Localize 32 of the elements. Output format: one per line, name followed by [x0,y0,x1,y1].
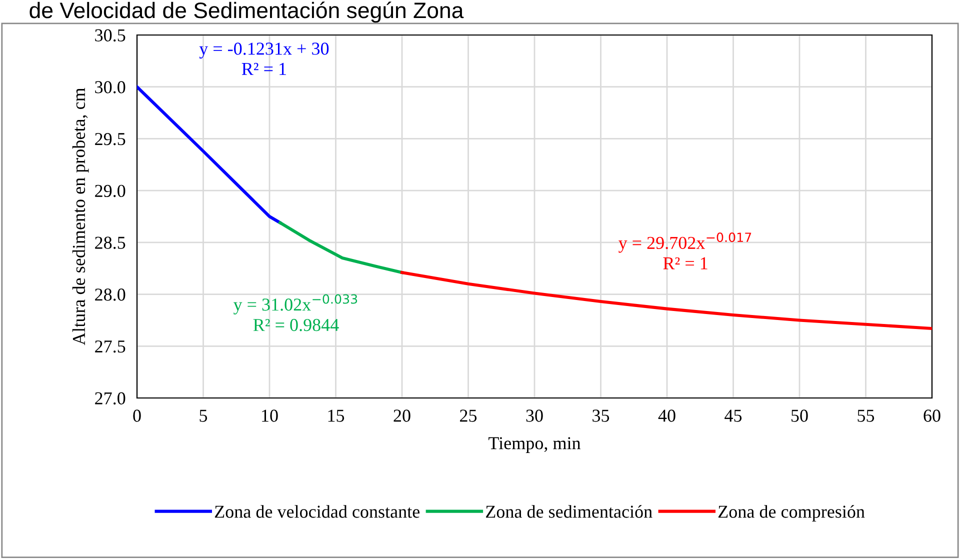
text: y = 29.702x$^{−0.017}$ R² = 1 [618,232,752,270]
y-tick-label: 30.0 [95,81,126,94]
legend-label: Zona de velocidad constante [214,505,420,518]
line-series [137,85,282,224]
y-tick-label: 29.5 [95,133,126,146]
line-series [400,270,932,330]
x-tick-label: 25 [460,410,477,422]
y-tick-label: 27.0 [95,392,126,405]
x-tick-label: 30 [526,410,543,422]
x-tick-label: 60 [924,410,940,422]
y-tick-label: 30.5 [95,29,126,42]
y-tick-label: 28.5 [95,236,126,249]
chart-title: de Velocidad de Sedimentación según Zona [30,2,464,23]
x-tick-label: 20 [394,410,410,422]
x-tick-label: 10 [262,410,278,422]
y-axis-title: Altura de sedimento en probeta, cm [72,88,89,346]
x-tick-label: 50 [792,410,808,422]
annotation: y = 31.02x$^{−0.033}$ R² = 0.9844 [233,294,358,332]
y-tick-label: 27.5 [95,340,126,353]
legend-label: Zona de sedimentación [486,505,652,518]
x-tick-label: 45 [724,410,742,422]
x-tick-label: 5 [200,410,208,422]
x-tick-label: 40 [658,410,676,422]
x-axis-title: Tiempo, min [488,437,581,453]
annotation: y = -0.1231x + 30 R² = 1 [199,42,329,75]
x-tick-label: 15 [328,410,344,422]
x-tick-label: 0 [133,410,141,422]
y-tick-label: 29.0 [95,184,126,198]
x-tick-label: 35 [592,410,610,422]
x-tick-label: 55 [858,410,874,422]
legend-label: Zona de compresión [718,505,865,522]
y-tick-label: 28.0 [95,288,126,301]
